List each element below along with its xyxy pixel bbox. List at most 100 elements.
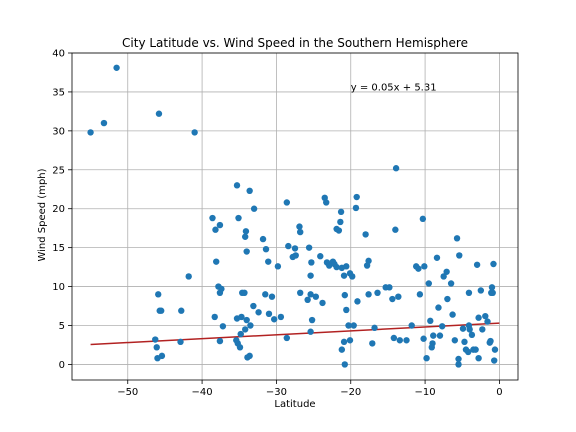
- scatter-point: [244, 354, 251, 361]
- scatter-point: [419, 215, 427, 223]
- scatter-point: [477, 287, 485, 294]
- scatter-point: [296, 223, 303, 230]
- scatter-point: [241, 326, 249, 333]
- scatter-point: [440, 273, 447, 280]
- scatter-point: [428, 344, 435, 351]
- scatter-point: [305, 244, 313, 251]
- scatter-point: [491, 346, 499, 353]
- scatter-point: [369, 340, 376, 347]
- scatter-point: [304, 296, 311, 304]
- scatter-point: [219, 323, 227, 330]
- x-tick-label: −10: [415, 387, 436, 398]
- scatter-point: [155, 291, 162, 298]
- scatter-point: [350, 322, 357, 329]
- scatter-point: [390, 334, 398, 342]
- scatter-point: [337, 218, 344, 226]
- scatter-point: [340, 338, 348, 346]
- scatter-point: [415, 265, 422, 272]
- scatter-point: [233, 182, 241, 189]
- scatter-point: [468, 331, 476, 339]
- scatter-point: [427, 317, 434, 325]
- scatter-point: [333, 263, 340, 271]
- scatter-point: [482, 312, 489, 320]
- scatter-point: [389, 295, 396, 303]
- scatter-point: [365, 291, 372, 298]
- scatter-point: [113, 64, 120, 71]
- ticks-layer: −50 −40 −30 −20 −10 0 0 5 10 15 20 25 30 35 40: [52, 49, 502, 399]
- scatter-point: [262, 246, 270, 253]
- scatter-point: [395, 293, 402, 300]
- scatter-point: [307, 291, 314, 298]
- scatter-point: [158, 307, 165, 314]
- scatter-point: [323, 199, 330, 206]
- scatter-point: [247, 322, 254, 329]
- scatter-point: [475, 355, 482, 362]
- scatter-point: [259, 235, 267, 243]
- scatter-point: [291, 245, 299, 252]
- scatter-point: [451, 337, 459, 344]
- scatter-point: [430, 332, 437, 339]
- scatter-point: [233, 337, 240, 344]
- scatter-point: [292, 252, 299, 259]
- scatter-point: [421, 263, 428, 270]
- scatter-point: [255, 309, 262, 316]
- scatter-point: [487, 337, 494, 345]
- scatter-point: [319, 299, 326, 307]
- scatter-point: [308, 259, 315, 266]
- scatter-point: [436, 332, 444, 339]
- scatter-point: [285, 242, 292, 250]
- y-tick-label: 35: [52, 87, 65, 98]
- scatter-point: [283, 334, 291, 342]
- scatter-point: [241, 289, 248, 296]
- scatter-point: [352, 204, 360, 212]
- scatter-point: [283, 199, 291, 206]
- scatter-point: [243, 316, 250, 324]
- scatter-point: [456, 252, 463, 259]
- scatter-point: [277, 313, 285, 321]
- scatter-point: [209, 214, 216, 222]
- scatter-point: [213, 258, 220, 265]
- scatter-point: [408, 322, 415, 329]
- scatter-point: [449, 311, 456, 318]
- scatter-point: [423, 355, 430, 362]
- x-tick-label: −30: [266, 387, 287, 398]
- scatter-point: [211, 313, 218, 321]
- y-tick-label: 40: [52, 49, 65, 60]
- scatter-point: [297, 228, 304, 236]
- scatter-point: [438, 323, 446, 330]
- scatter-point: [374, 289, 381, 296]
- scatter-point: [216, 221, 224, 229]
- scatter-point: [337, 208, 345, 216]
- scatter-point: [491, 357, 498, 364]
- scatter-point: [345, 322, 352, 329]
- x-tick-label: 0: [496, 387, 502, 398]
- scatter-point: [265, 258, 272, 265]
- scatter-point: [308, 316, 316, 324]
- scatter-point: [346, 337, 354, 344]
- regression-equation: y = 0.05x + 5.31: [351, 82, 437, 93]
- chart-title: City Latitude vs. Wind Speed in the Sout…: [122, 36, 468, 50]
- scatter-point: [340, 272, 348, 279]
- scatter-point: [371, 324, 378, 332]
- scatter-point: [343, 263, 350, 270]
- scatter-point: [100, 119, 108, 127]
- scatter-point: [178, 307, 185, 314]
- x-tick-label: −20: [340, 387, 361, 398]
- y-tick-label: 15: [52, 243, 65, 254]
- scatter-point: [455, 355, 462, 363]
- scatter-point: [237, 330, 244, 338]
- scatter-point: [212, 226, 219, 233]
- y-axis-label: Wind Speed (mph): [37, 168, 48, 261]
- scatter-point: [435, 304, 442, 311]
- x-tick-label: −40: [192, 387, 213, 398]
- scatter-point: [338, 346, 346, 353]
- scatter-point: [177, 338, 184, 346]
- y-tick-label: 5: [59, 321, 65, 332]
- scatter-point: [250, 302, 257, 310]
- scatter-point: [349, 273, 356, 280]
- scatter-point: [466, 326, 473, 333]
- y-tick-label: 25: [52, 165, 65, 176]
- scatter-point: [489, 289, 496, 296]
- scatter-point: [307, 272, 314, 279]
